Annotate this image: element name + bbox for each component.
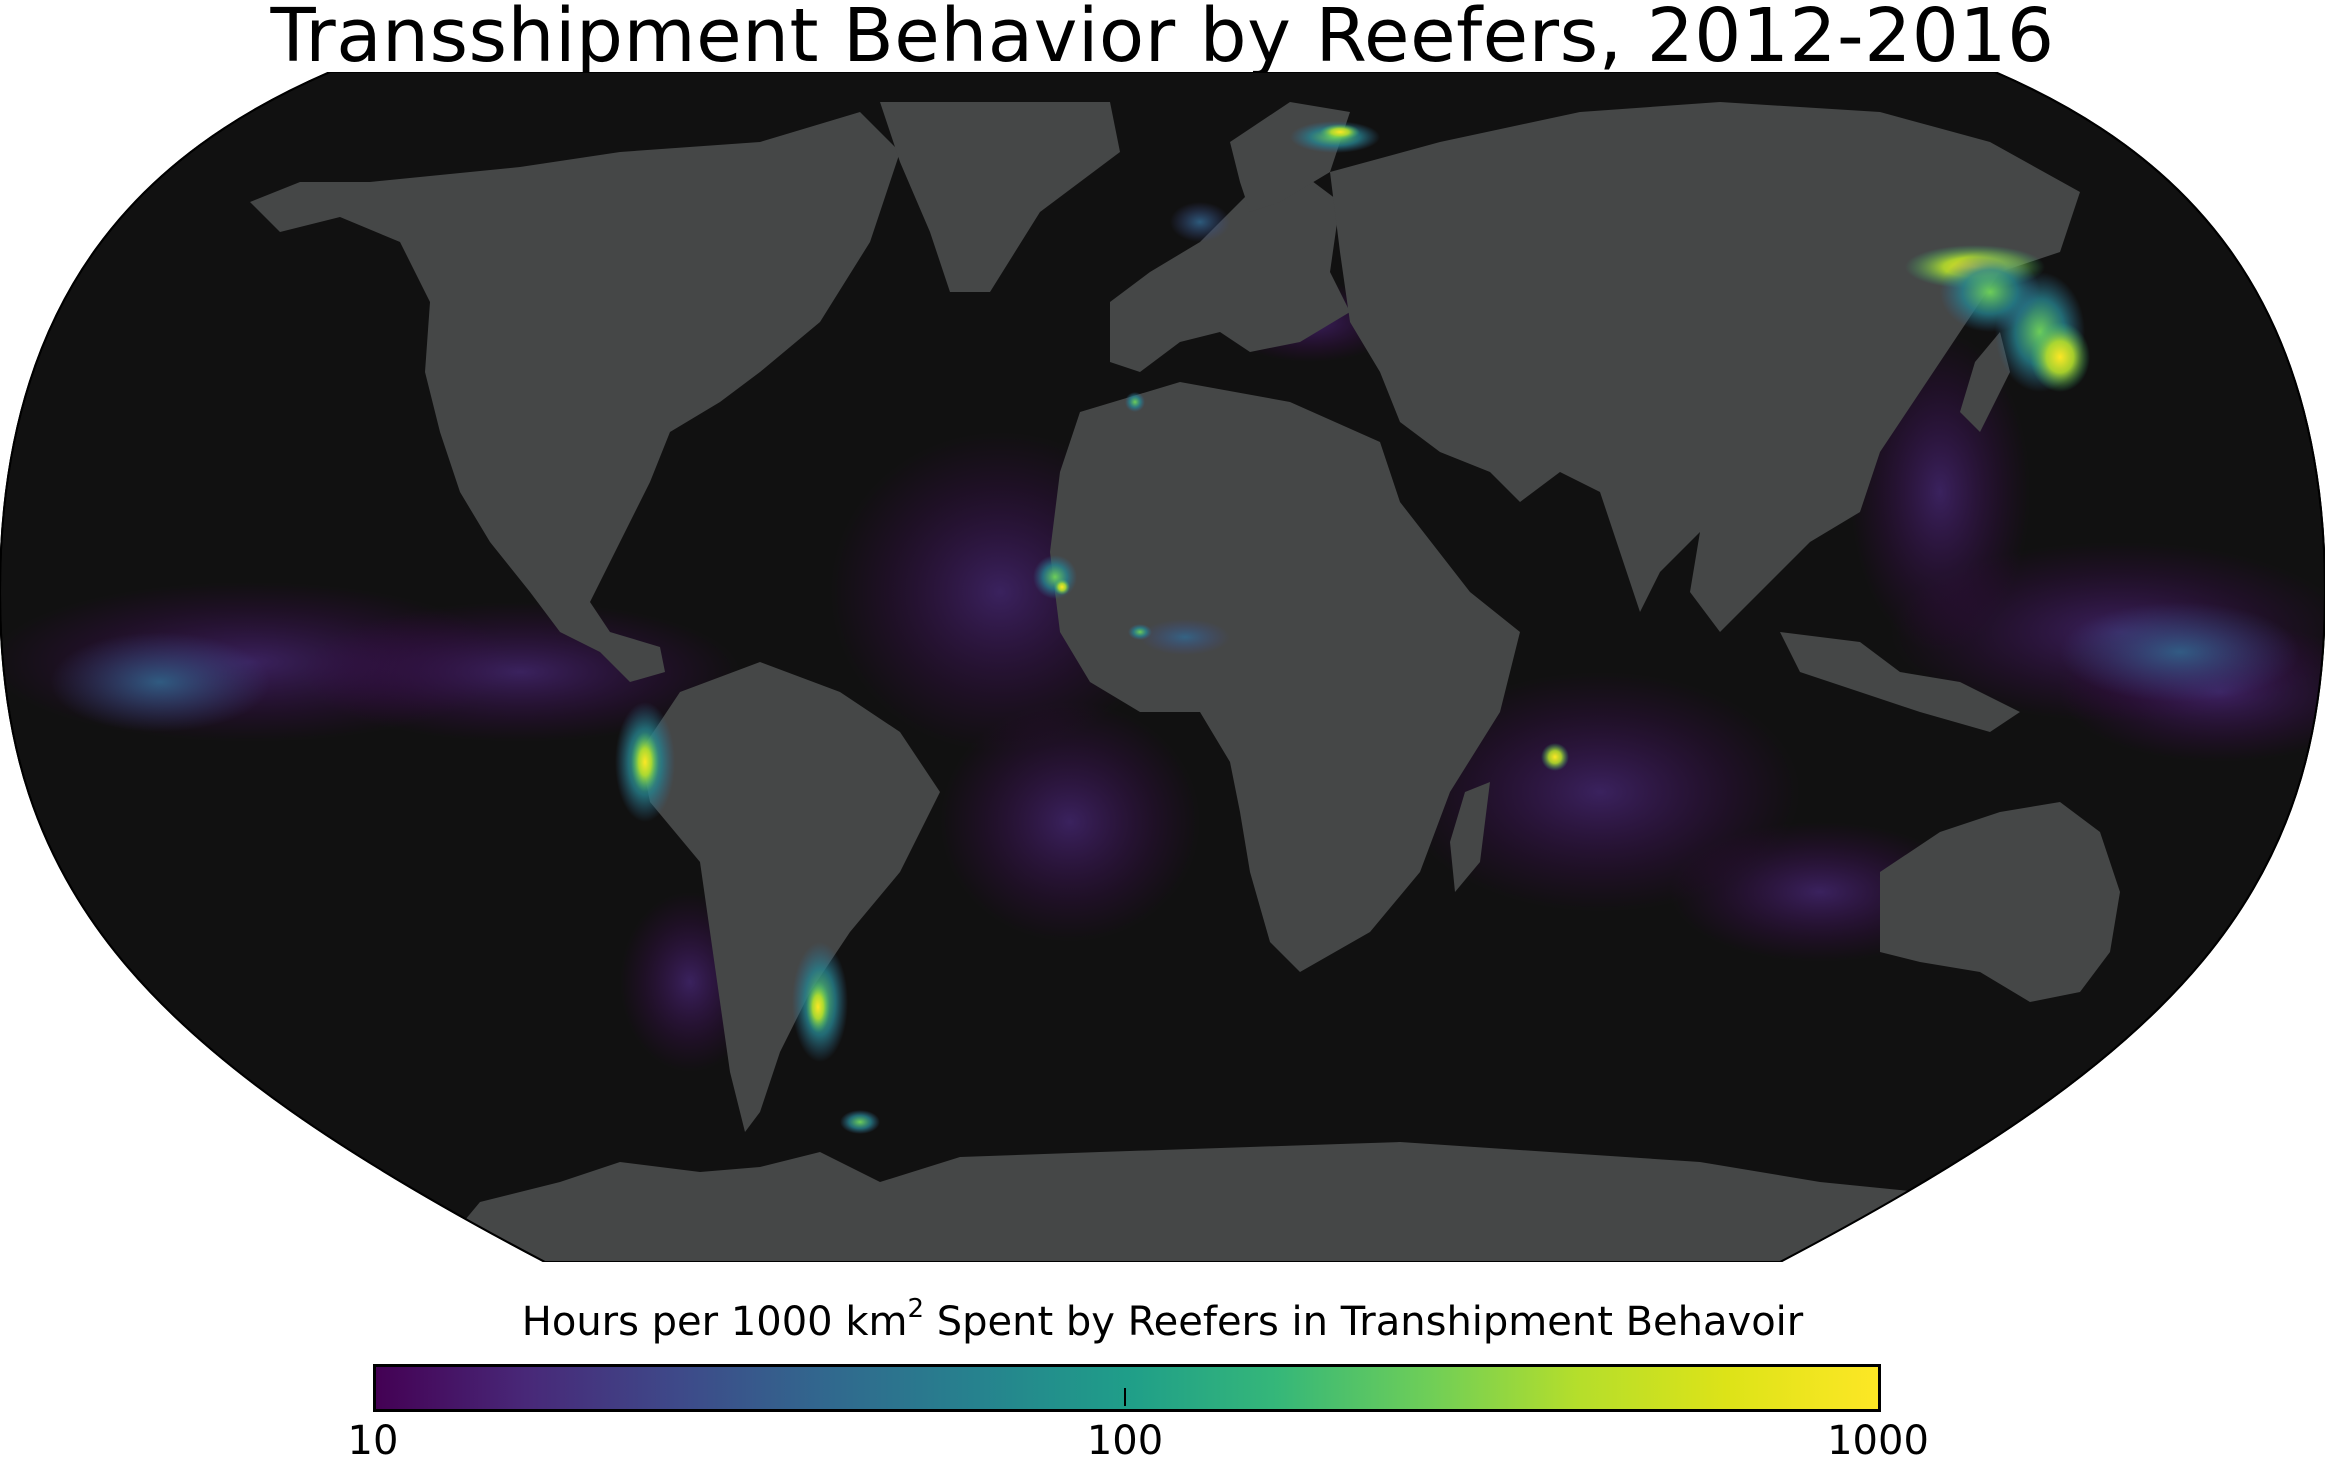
- japan: [1960, 332, 2010, 432]
- colorbar-tick-label-100: 100: [1086, 1418, 1164, 1464]
- land-layer: [250, 102, 2220, 1262]
- map-title: Transshipment Behavior by Reefers, 2012-…: [270, 0, 2055, 79]
- madagascar: [1450, 782, 1490, 892]
- australia: [1880, 802, 2120, 1002]
- colorbar: [373, 1364, 1881, 1412]
- south-america: [640, 662, 940, 1132]
- colorbar-tick-label-10: 10: [347, 1418, 399, 1464]
- asia: [1330, 102, 2080, 632]
- indonesia: [1780, 632, 2020, 732]
- africa: [1050, 382, 1520, 972]
- colorbar-tick-label-1000: 1000: [1827, 1418, 1929, 1464]
- hotspot-layer: [50, 121, 2300, 1134]
- greenland: [880, 102, 1120, 292]
- antarctica: [430, 1142, 1920, 1262]
- europe: [1110, 172, 1350, 372]
- north-america: [250, 112, 900, 682]
- colorbar-label: Hours per 1000 km2 Spent by Reefers in T…: [521, 1294, 1804, 1345]
- new-zealand: [2180, 982, 2220, 1042]
- world-map: [0, 72, 2325, 1262]
- colorbar-tick-100: [1124, 1388, 1126, 1406]
